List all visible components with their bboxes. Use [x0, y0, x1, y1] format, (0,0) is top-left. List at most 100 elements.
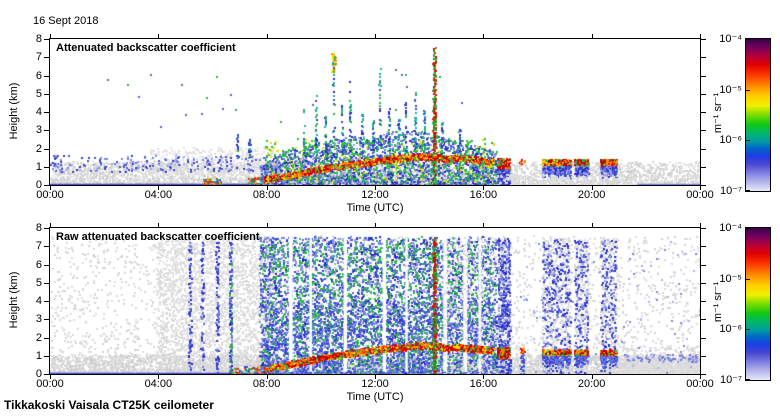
- x-axis-tick: [158, 34, 160, 38]
- colorbar-tick-label: 10⁻⁴: [719, 222, 742, 234]
- y-axis-tick: [44, 185, 49, 186]
- y-axis-tick: [44, 130, 49, 132]
- y-axis-tick: [701, 246, 706, 248]
- colorbar-tick: [746, 379, 750, 380]
- x-axis-tick: [50, 34, 51, 38]
- colorbar-tick: [746, 190, 750, 191]
- x-tick-label: 00:00: [686, 378, 714, 390]
- y-tick-label: 4: [35, 106, 42, 118]
- panel-top-xlabel: Time (UTC): [346, 202, 404, 214]
- y-tick-label: 2: [35, 142, 42, 155]
- x-axis-tick: [591, 34, 593, 38]
- y-tick-label: 6: [35, 258, 42, 271]
- x-axis-tick: [50, 223, 51, 227]
- x-tick-label: 00:00: [686, 189, 714, 201]
- y-tick-label: 8: [35, 33, 42, 45]
- colorbar-tick-label: 10⁻⁵: [719, 272, 742, 285]
- y-axis-tick: [701, 264, 706, 266]
- x-axis-tick: [375, 223, 376, 227]
- y-axis-tick: [44, 93, 49, 95]
- colorbar-tick: [746, 140, 750, 142]
- y-axis-tick: [701, 112, 706, 113]
- x-axis-tick: [50, 375, 51, 379]
- y-axis-tick: [44, 148, 49, 150]
- x-axis-tick: [591, 375, 593, 379]
- x-tick-label: 04:00: [144, 189, 173, 201]
- y-tick-label: 5: [35, 87, 42, 100]
- y-tick-label: 1: [35, 160, 42, 173]
- y-tick-label: 0: [35, 179, 42, 191]
- y-tick-label: 6: [35, 69, 42, 82]
- x-axis-tick: [158, 375, 160, 379]
- x-axis-tick: [375, 34, 376, 38]
- x-tick-label: 16:00: [469, 189, 498, 201]
- colorbar-bottom: [745, 227, 771, 381]
- colorbar-tick: [746, 89, 750, 91]
- x-axis-tick: [483, 34, 485, 38]
- x-tick-label: 08:00: [252, 189, 281, 201]
- x-tick-label: 12:00: [361, 378, 389, 390]
- y-axis-tick: [701, 130, 706, 132]
- x-axis-tick: [700, 34, 701, 38]
- y-axis-tick: [701, 148, 706, 150]
- y-axis-tick: [44, 319, 49, 321]
- y-tick-label: 3: [35, 313, 42, 326]
- y-tick-label: 1: [35, 349, 42, 362]
- y-axis-tick: [44, 112, 49, 113]
- colorbar-tick-label: 10⁻⁶: [719, 134, 742, 147]
- y-tick-label: 4: [35, 295, 42, 307]
- y-axis-tick: [44, 374, 49, 375]
- y-axis-tick: [44, 75, 49, 77]
- x-axis-tick: [266, 34, 268, 38]
- x-axis-tick: [483, 186, 485, 190]
- y-axis-tick: [44, 39, 49, 40]
- y-axis-tick: [44, 355, 49, 357]
- y-axis-tick: [701, 75, 706, 77]
- x-axis-tick: [700, 186, 701, 190]
- colorbar-tick-label: 10⁻⁷: [719, 185, 742, 197]
- y-tick-label: 2: [35, 331, 42, 344]
- colorbar-tick-label: 10⁻⁴: [719, 33, 742, 45]
- x-tick-label: 08:00: [252, 378, 281, 390]
- colorbar-tick-label: 10⁻⁷: [719, 374, 742, 386]
- y-axis-tick: [44, 337, 49, 339]
- x-axis-tick: [483, 375, 485, 379]
- y-axis-tick: [701, 185, 706, 186]
- x-tick-label: 00:00: [36, 378, 64, 390]
- y-axis-tick: [44, 246, 49, 248]
- x-axis-tick: [375, 186, 376, 190]
- y-axis-tick: [701, 228, 706, 229]
- colorbar-top: [745, 38, 771, 192]
- x-axis-tick: [483, 223, 485, 227]
- panel-top-title: Attenuated backscatter coefficient: [56, 42, 236, 54]
- colorbar-tick: [746, 329, 750, 331]
- x-axis-tick: [266, 186, 268, 190]
- colorbar-tick: [746, 278, 750, 280]
- x-axis-tick: [591, 223, 593, 227]
- colorbar-tick-label: 10⁻⁵: [719, 83, 742, 96]
- x-axis-tick: [375, 375, 376, 379]
- x-axis-tick: [158, 223, 160, 227]
- y-axis-tick: [701, 93, 706, 95]
- y-axis-tick: [44, 282, 49, 284]
- y-tick-label: 7: [35, 240, 42, 253]
- x-axis-tick: [50, 186, 51, 190]
- x-axis-tick: [700, 223, 701, 227]
- y-tick-label: 3: [35, 124, 42, 137]
- colorbar-tick: [746, 39, 750, 40]
- y-axis-tick: [44, 166, 49, 168]
- y-axis-tick: [701, 337, 706, 339]
- x-axis-tick: [591, 186, 593, 190]
- y-axis-tick: [701, 166, 706, 168]
- panel-bottom-ylabel: Height (km): [8, 271, 20, 329]
- y-tick-label: 0: [35, 368, 42, 380]
- y-axis-tick: [701, 319, 706, 321]
- footer-instrument-label: Tikkakoski Vaisala CT25K ceilometer: [4, 398, 214, 412]
- colorbar-tick-label: 10⁻⁶: [719, 323, 742, 336]
- y-axis-tick: [701, 374, 706, 375]
- x-tick-label: 16:00: [469, 378, 498, 390]
- y-axis-tick: [44, 57, 49, 59]
- x-tick-label: 04:00: [144, 378, 173, 390]
- y-axis-tick: [701, 39, 706, 40]
